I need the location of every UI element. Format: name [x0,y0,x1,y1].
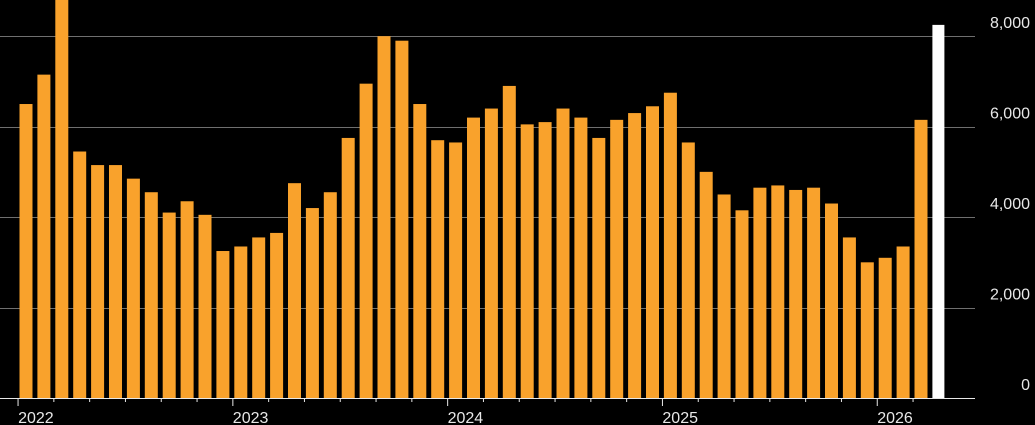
bar [538,122,552,399]
bar [735,210,749,398]
bar [216,251,230,398]
bar [771,185,785,398]
bar [180,201,194,398]
x-tick-labels: 2022 2023 2024 2025 2026 [18,410,913,425]
bar [55,0,69,398]
bar [663,92,677,398]
bar [234,246,248,398]
bar [502,85,516,399]
x-tick-label: 2022 [18,410,54,425]
bar [789,189,803,398]
bar [610,119,624,398]
y-tick-label: 4,000 [990,196,1030,213]
bar [646,106,659,398]
bar [395,40,409,398]
bar [91,165,105,398]
bar [556,108,570,399]
bar-highlight [932,24,945,399]
bar [341,137,355,398]
bars [19,0,945,399]
bar [574,117,588,398]
bar [842,237,856,398]
bar [19,104,33,399]
bar [359,83,373,399]
bar [323,192,337,398]
bar [288,183,301,398]
bar [198,214,212,398]
bar [825,203,838,398]
bar [860,262,874,398]
bar [520,124,534,399]
y-tick-label: 0 [1021,377,1030,394]
x-tick-label: 2023 [233,410,269,425]
bar [681,142,695,398]
bar [73,151,87,398]
bar [807,187,821,398]
bar [377,36,391,399]
bar [252,237,266,398]
bar [753,187,767,398]
bar [914,119,928,398]
bar [878,257,892,398]
bar [270,232,284,398]
bar [896,246,910,398]
bar [484,108,498,399]
bar [305,208,319,398]
bar [126,178,140,398]
y-tick-label: 8,000 [990,15,1030,32]
bar [717,194,731,398]
bar [431,140,445,398]
bar [413,104,427,399]
bar [628,113,642,398]
bar [37,74,51,399]
bar [162,212,176,398]
y-tick-label: 2,000 [990,287,1030,304]
bar [467,117,480,398]
x-tick-label: 2025 [662,410,698,425]
y-tick-label: 6,000 [990,106,1030,123]
x-axis [0,398,975,406]
y-tick-labels: 0 2,000 4,000 6,000 8,000 [990,15,1030,394]
x-tick-label: 2024 [448,410,484,425]
bar [592,137,606,398]
bar [449,142,463,398]
x-tick-label: 2026 [877,410,913,425]
bar [144,192,158,398]
bar [109,165,122,398]
bar [699,171,713,398]
